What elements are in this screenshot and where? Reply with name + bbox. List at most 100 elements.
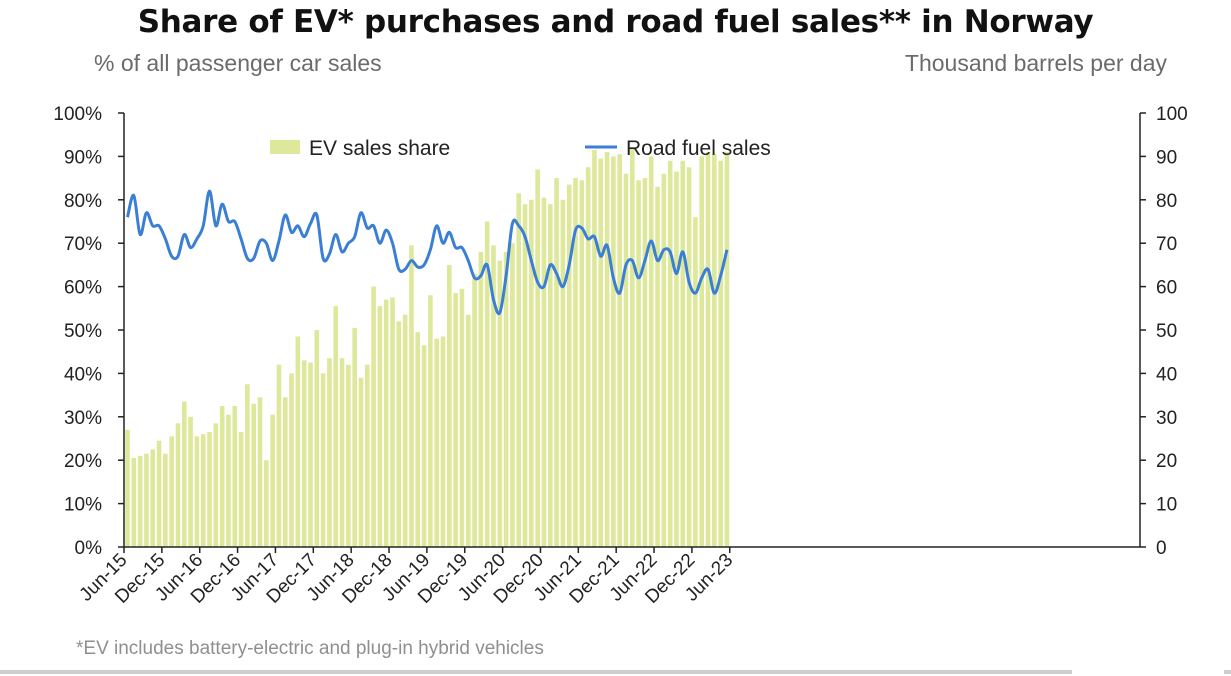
- legend: EV sales share Road fuel sales: [270, 137, 771, 160]
- ev-share-bar: [661, 173, 667, 547]
- ev-share-bar: [705, 152, 711, 547]
- right-tick-label: 100: [1156, 104, 1188, 125]
- ev-share-bar: [686, 167, 692, 547]
- left-tick-label: 40%: [64, 364, 102, 385]
- legend-line-label: Road fuel sales: [626, 137, 771, 160]
- ev-share-bar: [680, 160, 686, 548]
- ev-share-bar: [144, 453, 149, 547]
- ev-share-bar: [308, 362, 313, 547]
- ev-share-bar: [478, 251, 484, 547]
- ev-share-bar: [396, 321, 402, 547]
- ev-share-bar: [718, 160, 723, 548]
- road-fuel-line: [126, 189, 729, 316]
- ev-share-bar: [674, 171, 679, 547]
- ev-share-bar: [295, 336, 301, 547]
- ev-share-bar: [377, 306, 383, 547]
- ev-share-bar: [724, 152, 730, 547]
- ev-share-bar: [484, 221, 490, 547]
- ev-share-bar: [712, 154, 717, 548]
- ev-share-bar: [693, 217, 698, 547]
- ev-share-bar: [188, 416, 193, 547]
- ev-share-bar: [339, 358, 345, 547]
- ev-share-bar: [270, 414, 275, 547]
- ev-share-bar: [131, 458, 137, 547]
- ev-share-bar: [257, 397, 263, 547]
- ev-share-bar: [617, 154, 622, 548]
- right-tick-label: 10: [1156, 495, 1177, 516]
- ev-share-bar: [573, 178, 578, 547]
- ev-share-bar: [453, 293, 458, 547]
- ev-share-bar: [156, 440, 162, 547]
- right-tick-label: 80: [1156, 191, 1177, 212]
- ev-share-bar: [667, 160, 673, 548]
- right-tick-label: 90: [1156, 147, 1177, 168]
- ev-share-bar: [529, 199, 534, 548]
- ev-share-bar: [636, 180, 641, 547]
- ev-share-bar: [447, 264, 452, 547]
- ev-share-bar: [327, 358, 332, 547]
- left-axis-subtitle: % of all passenger car sales: [94, 50, 382, 76]
- ev-share-bar: [181, 401, 187, 547]
- ev-share-bar: [352, 327, 357, 547]
- ev-share-bar: [314, 330, 320, 547]
- ev-share-bar: [541, 197, 547, 547]
- ev-share-bar: [238, 431, 244, 547]
- ev-share-bar: [251, 403, 256, 547]
- ev-share-bar: [497, 260, 503, 547]
- ev-share-bar: [459, 288, 465, 547]
- ev-share-bar: [289, 373, 294, 547]
- ev-share-bar: [207, 431, 212, 547]
- ev-share-bar: [200, 434, 206, 547]
- left-tick-label: 10%: [64, 495, 102, 516]
- ev-share-bar: [611, 156, 616, 547]
- ev-share-bar: [642, 178, 648, 547]
- legend-bar-label: EV sales share: [309, 137, 450, 160]
- right-axis-subtitle: Thousand barrels per day: [904, 50, 1167, 76]
- ev-share-bar: [402, 314, 408, 547]
- ev-share-bar: [163, 453, 168, 547]
- left-tick-label: 80%: [64, 191, 102, 212]
- ev-share-bar: [579, 180, 585, 547]
- chart-title: Share of EV* purchases and road fuel sal…: [137, 4, 1094, 40]
- ev-share-bar: [566, 184, 572, 548]
- ev-share-bar: [346, 364, 351, 547]
- right-tick-label: 0: [1156, 538, 1167, 559]
- ev-share-bar: [510, 243, 515, 547]
- ev-share-bar: [213, 423, 219, 547]
- left-tick-label: 20%: [64, 451, 102, 472]
- ev-share-bar: [592, 149, 597, 547]
- left-tick-label: 30%: [64, 408, 102, 429]
- ev-share-bar: [358, 377, 364, 547]
- ev-share-bar: [415, 332, 421, 547]
- ev-share-bar: [585, 167, 591, 547]
- ev-share-bar: [434, 338, 439, 547]
- ev-share-bar: [371, 286, 376, 547]
- ev-share-bar: [320, 373, 326, 547]
- ev-share-bar: [554, 178, 559, 547]
- ev-share-bar: [390, 297, 395, 547]
- ev-share-bar: [503, 251, 509, 547]
- ev-share-bar: [150, 449, 156, 547]
- ev-share-bar: [219, 405, 225, 547]
- ev-share-bar: [282, 397, 288, 547]
- ev-share-bar: [125, 429, 130, 547]
- left-tick-label: 0%: [75, 538, 103, 559]
- left-tick-label: 90%: [64, 147, 102, 168]
- bar-series: [125, 147, 730, 548]
- ev-share-bar: [522, 204, 528, 547]
- right-tick-label: 20: [1156, 451, 1177, 472]
- ev-share-bar: [604, 152, 610, 547]
- ev-share-bar: [465, 314, 471, 547]
- ev-share-bar: [516, 193, 522, 548]
- ev-share-bar: [421, 345, 427, 547]
- legend-bar-swatch: [270, 140, 300, 154]
- right-tick-label: 40: [1156, 364, 1177, 385]
- ev-share-bar: [623, 173, 629, 547]
- bottom-divider-edge: [1224, 670, 1231, 674]
- ev-share-bar: [440, 336, 446, 547]
- ev-share-bar: [535, 169, 540, 548]
- ev-share-bar: [194, 436, 200, 547]
- ev-share-bar: [137, 455, 143, 547]
- ev-share-bar: [232, 405, 238, 547]
